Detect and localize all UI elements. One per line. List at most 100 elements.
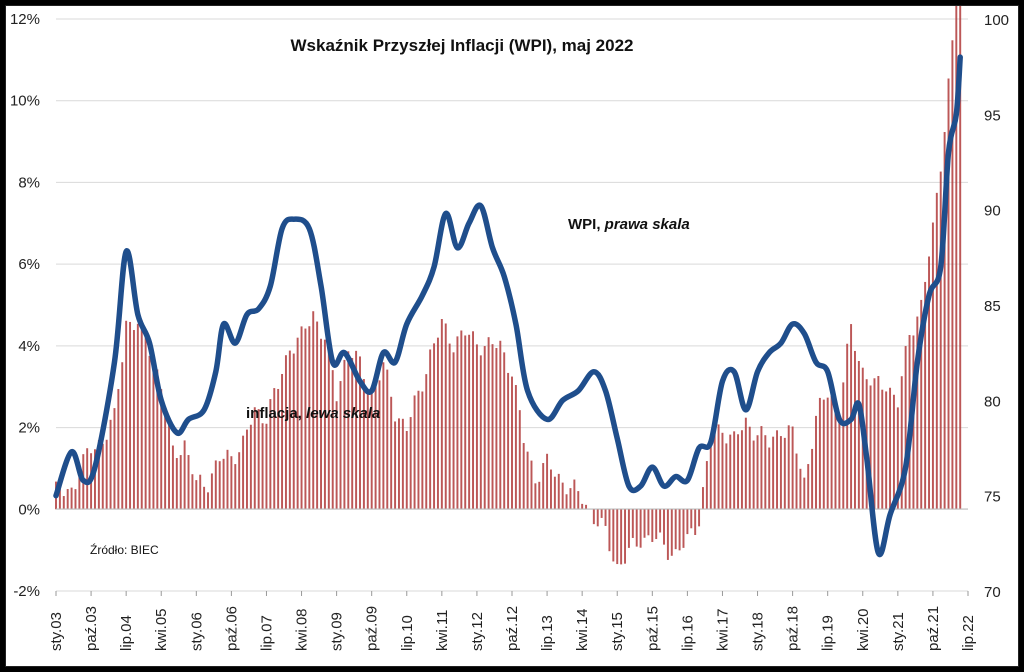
inflation-bar	[203, 486, 206, 510]
right-tick-label: 75	[984, 489, 1001, 506]
inflation-bar	[359, 356, 361, 510]
inflation-bar	[421, 391, 424, 510]
inflation-bar	[760, 426, 763, 510]
x-tick-label: lip.19	[820, 615, 837, 651]
inflation-bar	[207, 492, 209, 510]
inflation-bar	[624, 509, 626, 564]
inflation-bar	[678, 509, 681, 551]
inflation-bar	[947, 78, 950, 510]
inflation-bar	[943, 132, 946, 510]
inflation-bar	[62, 496, 65, 510]
inflation-bar	[168, 421, 170, 510]
inflation-bar	[542, 463, 545, 510]
inflation-bar	[550, 469, 552, 510]
left-tick-label: 8%	[18, 174, 40, 191]
x-tick-label: kwi.17	[714, 608, 731, 651]
x-tick-label: kwi.08	[294, 608, 311, 651]
inflation-bar	[577, 491, 580, 510]
inflation-bar	[339, 381, 342, 510]
inflation-bar	[94, 449, 96, 510]
x-tick-label: sty.15	[609, 612, 626, 651]
inflation-bar	[362, 379, 365, 510]
inflation-bar	[113, 408, 116, 510]
inflation-bar	[175, 458, 178, 510]
inflation-bar	[869, 385, 872, 510]
wpi-annotation-scale: prawa skala	[604, 216, 690, 233]
chart: -2% 0% 2% 4% 6% 8% 10% 12% 70 75 80 85 90 95 100 sty.…	[10, 0, 1009, 651]
inflation-bar	[230, 456, 233, 510]
inflation-bar	[955, 5, 958, 510]
inflation-bar	[772, 436, 775, 510]
chart-title: Wskaźnik Przyszłej Inflacji (WPI), maj 2…	[291, 36, 634, 55]
inflation-bar	[281, 373, 284, 510]
inflation-bar	[148, 355, 151, 510]
inflation-bar	[795, 453, 798, 510]
inflation-bar	[748, 426, 751, 510]
inflation-bar	[456, 336, 459, 510]
left-tick-label: -2%	[13, 583, 40, 600]
inflation-bar	[129, 321, 132, 510]
inflation-bar	[935, 192, 938, 510]
inflation-bar	[670, 509, 673, 556]
inflation-bar	[382, 362, 385, 510]
wpi-annotation-prefix: WPI,	[568, 216, 605, 233]
inflation-bar	[390, 396, 393, 510]
inflation-bar	[452, 352, 455, 510]
inflation-bar	[608, 509, 611, 552]
inflation-bar	[164, 410, 167, 510]
inflation-bar	[561, 482, 564, 510]
x-tick-label: sty.03	[48, 612, 65, 651]
inflation-bar	[666, 509, 669, 560]
x-tick-label: paź.09	[364, 606, 381, 651]
inflation-bar	[873, 378, 876, 510]
inflation-bar	[803, 477, 806, 510]
inflation-bar	[288, 350, 291, 510]
left-axis-ticks: -2% 0% 2% 4% 6% 8% 10% 12%	[10, 11, 40, 600]
inflation-bar	[518, 410, 521, 510]
inflation-bar	[877, 376, 880, 510]
x-tick-label: paź.15	[644, 606, 661, 651]
inflation-bar	[674, 509, 677, 550]
inflation-bar	[300, 326, 303, 510]
x-tick-label: lip.22	[960, 615, 977, 651]
inflation-bar	[600, 509, 603, 518]
inflation-bar	[179, 455, 182, 510]
inflation-bar	[316, 321, 319, 510]
inflation-bar	[199, 474, 202, 510]
inflation-bar	[66, 489, 69, 510]
inflation-bar	[401, 418, 404, 510]
x-tick-label: kwi.11	[434, 610, 451, 651]
inflation-bar	[234, 464, 237, 510]
inflation-bar	[717, 424, 720, 510]
inflation-bar	[604, 509, 607, 526]
inflation-bar	[109, 419, 112, 510]
inflation-bar	[405, 430, 408, 510]
inflation-bar	[857, 360, 860, 510]
inflation-bar	[304, 328, 307, 510]
inflation-bar	[690, 509, 693, 529]
inflation-bar	[394, 421, 397, 510]
left-tick-label: 0%	[18, 501, 40, 518]
x-tick-label: lip.16	[679, 615, 696, 651]
inflation-bar	[355, 350, 358, 510]
inflation-bar	[296, 337, 299, 510]
inflation-bar	[959, 0, 962, 510]
inflation-bar	[503, 352, 506, 510]
inflation-bar	[327, 345, 330, 510]
inflation-bar	[152, 363, 155, 510]
inflation-bar	[744, 417, 747, 510]
inflation-bar	[631, 509, 634, 538]
inflation-bar	[460, 330, 463, 510]
inflation-bar	[916, 316, 919, 510]
inflation-bar	[951, 40, 954, 510]
right-tick-label: 70	[984, 584, 1001, 601]
inflation-bar	[156, 369, 159, 510]
x-tick-label: lip.04	[118, 615, 135, 651]
inflation-bar	[698, 509, 701, 527]
inflation-bar	[429, 349, 432, 510]
inflation-bar	[125, 320, 128, 510]
inflation-bar	[444, 323, 447, 510]
x-tick-label: sty.18	[750, 612, 767, 651]
inflation-bar	[756, 435, 759, 510]
inflation-bar	[881, 389, 884, 510]
